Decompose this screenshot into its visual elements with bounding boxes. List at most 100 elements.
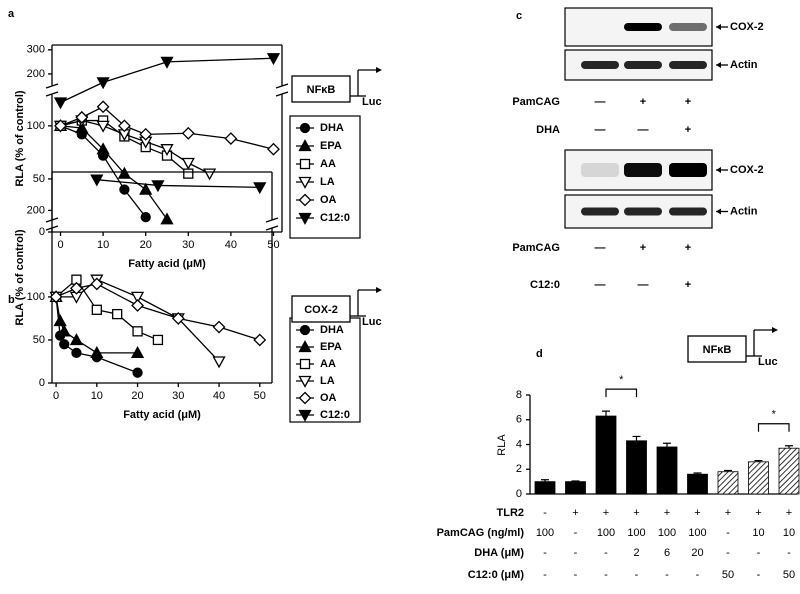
- marker: [75, 110, 89, 124]
- significance-bracket: [757, 423, 790, 432]
- panel-label: d: [536, 348, 543, 360]
- blot-band: [624, 163, 662, 177]
- band-arrowhead: [716, 167, 721, 173]
- construct-reporter: Luc: [362, 316, 382, 328]
- treatment-sign: +: [685, 124, 691, 136]
- marker: [53, 314, 67, 327]
- marker: [112, 308, 123, 320]
- construct-promoter: COX-2: [304, 304, 338, 316]
- x-tick-label: 10: [91, 390, 103, 402]
- table-cell: 100: [536, 527, 554, 539]
- axis-break: [45, 225, 59, 231]
- table-row-label: C12:0 (μM): [468, 569, 525, 581]
- marker: [91, 304, 102, 315]
- table-cell: 100: [627, 527, 645, 539]
- axis-break: [275, 83, 289, 89]
- treatment-sign: +: [685, 96, 691, 108]
- construct-box: [291, 295, 351, 323]
- x-tick-label: 20: [131, 390, 143, 402]
- panel-label: c: [516, 10, 522, 22]
- error-bar: [693, 472, 702, 475]
- table-cell: -: [726, 547, 730, 559]
- legend-label: OA: [320, 392, 337, 404]
- table-cell: 10: [783, 527, 795, 539]
- blot-band: [669, 23, 707, 31]
- error-bar: [571, 480, 580, 482]
- marker: [131, 299, 144, 312]
- axis-break: [45, 91, 59, 97]
- legend-marker: [298, 391, 312, 405]
- marker: [96, 142, 110, 155]
- marker: [139, 127, 153, 141]
- bar: [565, 481, 586, 495]
- table-cell: -: [543, 569, 547, 581]
- construct-arrow: [376, 67, 382, 73]
- treatment-sign: +: [640, 242, 646, 254]
- legend-label: LA: [320, 176, 335, 188]
- axis-break: [275, 91, 289, 97]
- x-tick-label: 50: [267, 239, 279, 251]
- blot-band: [581, 207, 619, 216]
- y-tick-label: 300: [27, 44, 45, 56]
- legend-label: OA: [320, 194, 337, 206]
- marker: [54, 119, 67, 133]
- x-tick-label: 20: [140, 239, 152, 251]
- legend-box: [289, 317, 361, 423]
- construct-arrow: [376, 287, 382, 293]
- construct-promoter: NFκB: [307, 84, 336, 96]
- legend-marker: [298, 193, 312, 207]
- marker: [140, 211, 151, 223]
- series-line: [60, 57, 274, 104]
- construct-promoter: NFκB: [703, 344, 732, 356]
- series-line: [60, 105, 274, 150]
- marker: [139, 182, 153, 195]
- y-tick-label: 200: [27, 68, 45, 80]
- y-tick-label: 50: [33, 334, 45, 346]
- error-bar: [724, 469, 732, 472]
- bar: [717, 471, 739, 495]
- table-cell: 100: [688, 527, 706, 539]
- table-cell: 100: [658, 527, 676, 539]
- marker: [59, 339, 70, 350]
- x-tick-label: 40: [225, 239, 237, 251]
- y-tick-label: 8: [516, 389, 522, 401]
- table-row-label: TLR2: [497, 507, 525, 519]
- treatment-sign: —: [638, 124, 649, 136]
- treatment-label: PamCAG: [512, 242, 560, 254]
- y-tick-label: 4: [516, 438, 522, 450]
- marker: [181, 126, 195, 140]
- legend-marker: [298, 340, 312, 353]
- error-bar: [754, 459, 763, 462]
- y-tick-label: 100: [27, 291, 45, 303]
- marker: [160, 56, 174, 69]
- y-axis-title: RLA (% of control): [14, 90, 26, 186]
- legend-marker: [299, 158, 311, 170]
- legend-marker: [298, 176, 312, 189]
- bar: [626, 440, 647, 495]
- marker: [57, 324, 71, 337]
- table-cell: +: [664, 507, 670, 519]
- significance-label: *: [772, 409, 777, 421]
- legend-label: DHA: [320, 324, 344, 336]
- marker: [152, 334, 164, 346]
- table-cell: -: [543, 547, 547, 559]
- legend-marker: [299, 324, 311, 336]
- table-cell: +: [633, 507, 639, 519]
- marker: [75, 121, 89, 134]
- band-label: COX-2: [730, 164, 764, 176]
- table-cell: 2: [633, 547, 639, 559]
- legend-marker: [299, 358, 311, 370]
- band-arrowhead: [716, 24, 721, 30]
- legend-marker: [298, 375, 312, 388]
- panel-label: b: [8, 294, 15, 306]
- legend-label: C12:0: [320, 409, 350, 421]
- x-tick-label: 0: [57, 239, 63, 251]
- treatment-label: DHA: [536, 124, 560, 136]
- axis-break: [265, 225, 279, 231]
- construct-box: [687, 335, 747, 363]
- table-cell: -: [604, 569, 608, 581]
- treatment-sign: +: [640, 96, 646, 108]
- marker: [130, 346, 145, 359]
- bar: [595, 415, 617, 495]
